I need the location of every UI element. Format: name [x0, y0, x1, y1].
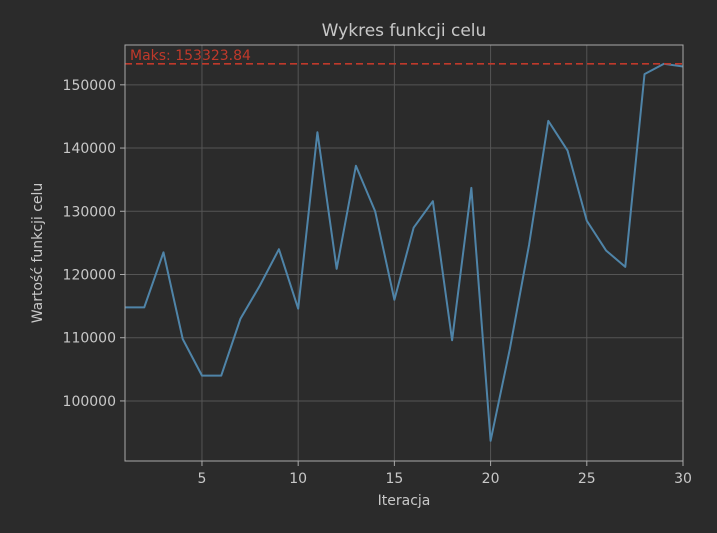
y-tick-label: 120000	[63, 267, 116, 283]
series-line	[125, 62, 684, 442]
x-axis-ticks: 5 10 15 20 25 30	[198, 461, 692, 487]
max-value-label: Maks: 153323.84	[130, 48, 251, 64]
y-tick-label: 140000	[63, 141, 116, 157]
grid	[125, 45, 684, 461]
y-tick-label: 130000	[63, 204, 116, 220]
y-tick-label: 110000	[63, 331, 116, 347]
y-axis-ticks: 100000 110000 120000 130000 140000 150000	[63, 78, 125, 410]
plot-area	[125, 45, 683, 461]
plot-frame	[124, 44, 684, 462]
y-tick-label: 100000	[63, 394, 116, 410]
x-tick-label: 15	[385, 471, 403, 487]
x-tick-label: 25	[578, 471, 596, 487]
chart-title: Wykres funkcji celu	[322, 21, 487, 41]
y-axis-label: Wartość funkcji celu	[30, 183, 46, 324]
x-tick-label: 10	[289, 471, 307, 487]
x-tick-label: 5	[198, 471, 207, 487]
x-tick-label: 20	[482, 471, 500, 487]
x-axis-label: Iteracja	[378, 493, 431, 509]
x-tick-label: 30	[674, 471, 692, 487]
y-tick-label: 150000	[63, 78, 116, 94]
annotation-layer: Maks: 153323.84	[125, 48, 683, 65]
series-layer	[125, 62, 684, 442]
